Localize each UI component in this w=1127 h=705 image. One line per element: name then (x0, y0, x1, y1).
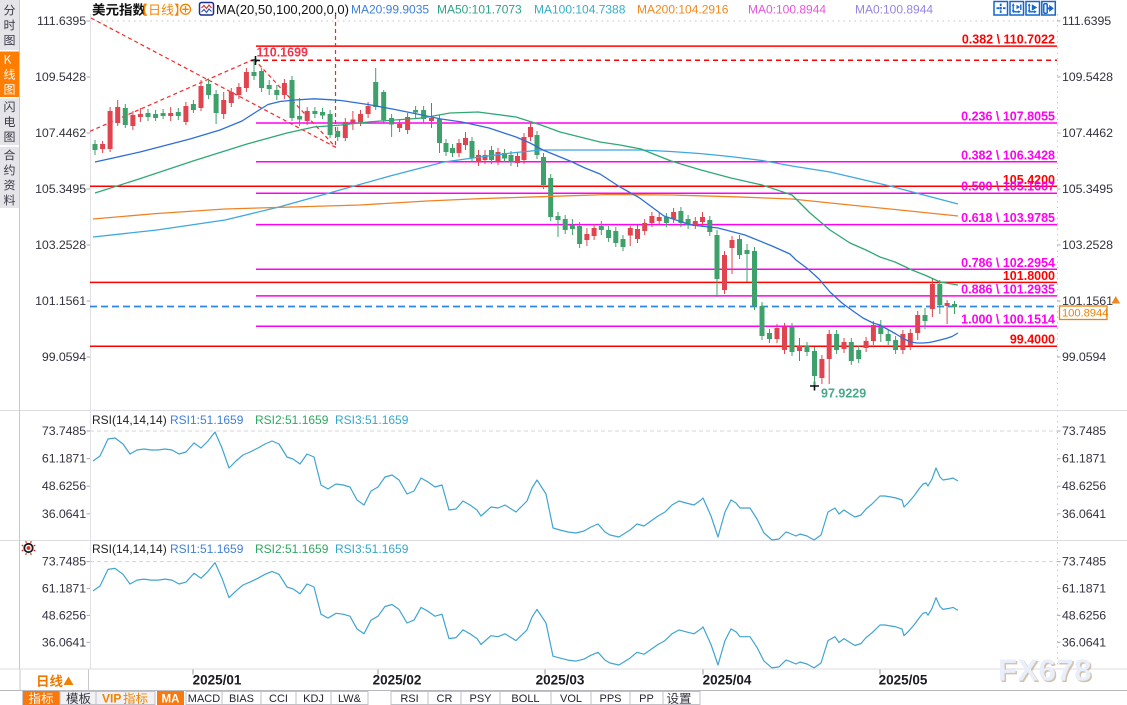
svg-text:RSI3:51.1659: RSI3:51.1659 (335, 542, 409, 556)
svg-text:RSI1:51.1659: RSI1:51.1659 (170, 413, 244, 427)
svg-text:99.4000: 99.4000 (1010, 333, 1055, 347)
svg-text:VOL: VOL (560, 693, 582, 705)
svg-text:RSI2:51.1659: RSI2:51.1659 (255, 413, 329, 427)
svg-text:0.382 \ 106.3428: 0.382 \ 106.3428 (961, 148, 1055, 162)
svg-text:73.7485: 73.7485 (42, 555, 86, 569)
svg-text:RSI1:51.1659: RSI1:51.1659 (170, 542, 244, 556)
svg-text:99.0594: 99.0594 (42, 350, 86, 364)
svg-text:36.0641: 36.0641 (1062, 635, 1106, 649)
svg-text:FX678: FX678 (998, 653, 1092, 688)
svg-text:97.9229: 97.9229 (821, 387, 866, 401)
svg-text:LW&: LW& (338, 693, 362, 705)
svg-text:105.3495: 105.3495 (35, 182, 86, 196)
svg-text:BOLL: BOLL (511, 693, 539, 705)
svg-text:PP: PP (639, 693, 654, 705)
svg-text:100.8944: 100.8944 (1062, 308, 1108, 320)
svg-text:101.1561: 101.1561 (35, 294, 86, 308)
svg-text:48.6256: 48.6256 (42, 479, 86, 493)
svg-text:103.2528: 103.2528 (1062, 238, 1113, 252)
svg-text:0.236 \ 107.8055: 0.236 \ 107.8055 (961, 110, 1055, 124)
svg-text:48.6256: 48.6256 (1062, 479, 1106, 493)
svg-text:CCI: CCI (269, 693, 288, 705)
svg-text:FX678: FX678 (1000, 654, 1094, 689)
svg-text:MA100:104.7388: MA100:104.7388 (534, 3, 626, 17)
svg-text:107.4462: 107.4462 (1062, 126, 1113, 140)
svg-text:73.7485: 73.7485 (1062, 424, 1106, 438)
svg-text:1.000 \ 100.1514: 1.000 \ 100.1514 (961, 313, 1055, 327)
svg-text:61.1871: 61.1871 (42, 452, 86, 466)
svg-text:MA0:100.8944: MA0:100.8944 (855, 3, 933, 17)
svg-text:73.7485: 73.7485 (42, 424, 86, 438)
svg-text:2025/01: 2025/01 (193, 673, 242, 688)
svg-text:0.886 \ 101.2935: 0.886 \ 101.2935 (961, 282, 1055, 296)
svg-text:2025/02: 2025/02 (373, 673, 422, 688)
svg-text:MA50:101.7073: MA50:101.7073 (437, 3, 522, 17)
svg-text:36.0641: 36.0641 (42, 635, 86, 649)
svg-text:MACD: MACD (188, 693, 220, 705)
svg-text:KDJ: KDJ (303, 693, 324, 705)
svg-text:0.500 \ 105.1607: 0.500 \ 105.1607 (961, 180, 1055, 194)
svg-text:36.0641: 36.0641 (42, 507, 86, 521)
svg-text:2025/05: 2025/05 (879, 673, 928, 688)
svg-text:RSI: RSI (400, 693, 418, 705)
svg-text:VIP: VIP (102, 692, 121, 705)
svg-text:107.4462: 107.4462 (35, 126, 86, 140)
svg-text:48.6256: 48.6256 (42, 608, 86, 622)
svg-text:MA: MA (162, 694, 180, 705)
svg-text:61.1871: 61.1871 (42, 582, 86, 596)
svg-text:RSI3:51.1659: RSI3:51.1659 (335, 413, 409, 427)
svg-text:103.2528: 103.2528 (35, 238, 86, 252)
svg-text:110.1699: 110.1699 (257, 46, 308, 60)
svg-text:99.0594: 99.0594 (1062, 350, 1106, 364)
svg-text:MA0:100.8944: MA0:100.8944 (748, 3, 826, 17)
svg-text:RSI(14,14,14): RSI(14,14,14) (92, 413, 167, 427)
svg-text:PSY: PSY (469, 693, 492, 705)
svg-text:0.618 \ 103.9785: 0.618 \ 103.9785 (961, 211, 1055, 225)
svg-text:109.5428: 109.5428 (1062, 70, 1113, 84)
svg-text:MA20:99.9035: MA20:99.9035 (351, 3, 429, 17)
svg-text:73.7485: 73.7485 (1062, 555, 1106, 569)
svg-text:101.8000: 101.8000 (1003, 269, 1055, 283)
svg-text:2025/04: 2025/04 (703, 673, 752, 688)
svg-text:0.382 \ 110.7022: 0.382 \ 110.7022 (962, 33, 1055, 47)
svg-text:48.6256: 48.6256 (1062, 608, 1106, 622)
svg-text:MA(20,50,100,200,0,0): MA(20,50,100,200,0,0) (216, 2, 349, 17)
svg-text:111.6395: 111.6395 (37, 14, 86, 28)
svg-text:36.0641: 36.0641 (1062, 507, 1106, 521)
svg-text:61.1871: 61.1871 (1062, 582, 1106, 596)
svg-text:101.1561: 101.1561 (1062, 294, 1113, 308)
svg-text:109.5428: 109.5428 (35, 70, 86, 84)
svg-text:2025/03: 2025/03 (536, 673, 585, 688)
svg-text:105.4200: 105.4200 (1003, 173, 1055, 187)
svg-text:MA200:104.2916: MA200:104.2916 (637, 3, 729, 17)
svg-text:PPS: PPS (599, 693, 621, 705)
svg-text:BIAS: BIAS (229, 693, 254, 705)
svg-text:111.6395: 111.6395 (1062, 14, 1111, 28)
svg-text:RSI(14,14,14): RSI(14,14,14) (92, 542, 167, 556)
svg-text:61.1871: 61.1871 (1062, 452, 1106, 466)
svg-text:0.786 \ 102.2954: 0.786 \ 102.2954 (961, 256, 1055, 270)
svg-text:RSI2:51.1659: RSI2:51.1659 (255, 542, 329, 556)
svg-text:CR: CR (437, 693, 453, 705)
svg-text:105.3495: 105.3495 (1062, 182, 1113, 196)
